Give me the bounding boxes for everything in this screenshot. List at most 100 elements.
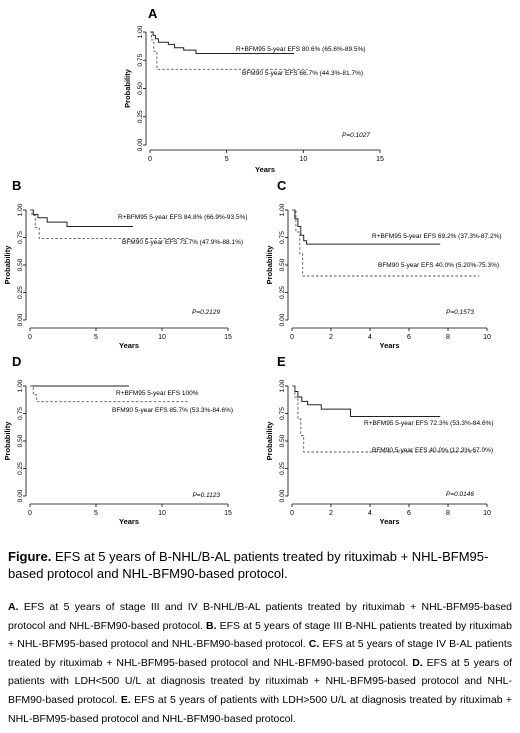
legend-text-d: EFS at 5 years of patients with LDH<500 … xyxy=(8,656,512,706)
panel-b-x-tick-label: 5 xyxy=(94,334,98,341)
figure-title-text: EFS at 5 years of B-NHL/B-AL patients tr… xyxy=(8,549,489,581)
panel-e-x-tick-label: 2 xyxy=(329,510,333,517)
panel-e-x-tick-label: 0 xyxy=(290,510,294,517)
panel-d-curve-bfm90 xyxy=(30,385,189,403)
panel-d-p-value: P=0.1123 xyxy=(192,492,220,499)
figure-title-label: Figure. xyxy=(8,549,52,564)
panel-c-p-value: P=0.1573 xyxy=(446,309,474,316)
panel-a-series-label-r-bfm95: R+BFM95 5-year EFS 80.6% (65.6%-89.5%) xyxy=(236,46,366,53)
legend-label-d: D. xyxy=(412,656,423,669)
panel-c-x-tick-label: 8 xyxy=(446,334,450,341)
panel-e-label: E xyxy=(277,354,286,369)
panel-a-y-tick-label: 0.50 xyxy=(137,82,144,95)
panel-e-y-tick-label: 0.00 xyxy=(279,489,286,502)
panel-a-series-label-bfm90: BFM90 5-year EFS 66.7% (44.3%-81.7%) xyxy=(242,70,363,77)
panel-a-y-tick-label: 0.25 xyxy=(137,110,144,123)
panel-e-y-axis-label: Probability xyxy=(265,421,274,461)
panel-d-y-tick-label: 0.25 xyxy=(17,462,24,475)
legend-text-c: EFS at 5 years of stage IV B-AL patients… xyxy=(8,638,512,669)
panel-c-series-label-bfm90: BFM90 5-year EFS 40.0% (5.20%-75.3%) xyxy=(378,262,499,269)
panel-a-curve-bfm90 xyxy=(150,31,308,70)
panel-d-label: D xyxy=(12,354,21,369)
panel-b-y-tick-label: 0.25 xyxy=(17,286,24,299)
legend-label-c: C. xyxy=(308,638,320,651)
panel-c-curve-bfm90 xyxy=(292,209,480,277)
panel-a-x-tick-label: 5 xyxy=(225,156,229,163)
panel-d-x-axis-label: Years xyxy=(119,517,139,526)
panel-c-curve-r-bfm95 xyxy=(292,209,441,245)
panel-c-x-tick-label: 0 xyxy=(290,334,294,341)
panel-c-x-tick-label: 4 xyxy=(368,334,372,341)
panel-e-y-tick-label: 0.75 xyxy=(279,407,286,420)
panel-b-x-axis-label: Years xyxy=(119,341,139,350)
panel-e-curve-r-bfm95 xyxy=(292,385,441,417)
panel-c-x-tick-label: 10 xyxy=(483,334,491,341)
panel-b-x-tick-label: 10 xyxy=(158,334,166,341)
panel-c-x-axis-label: Years xyxy=(379,341,399,350)
legend-label-a: A. xyxy=(8,601,19,613)
panel-d-x-tick-label: 5 xyxy=(94,510,98,517)
legend-label-b: B. xyxy=(206,619,217,632)
panel-b-y-tick-label: 0.50 xyxy=(17,258,24,271)
panel-d-y-axis-label: Probability xyxy=(3,421,12,461)
panel-e-p-value: P=0.0146 xyxy=(446,491,474,498)
panel-a-x-tick-label: 0 xyxy=(148,156,152,163)
panel-a-x-tick-label: 10 xyxy=(299,156,307,163)
panel-e-y-tick-label: 1.00 xyxy=(279,379,286,392)
panel-e-series-label-bfm90: BFM90 5-year EFS 40.0% (12.3%-67.0%) xyxy=(372,447,493,454)
panel-d-x-tick-label: 0 xyxy=(28,510,32,517)
panel-c-y-tick-label: 0.00 xyxy=(279,313,286,326)
panel-a-p-value: P=0.1027 xyxy=(342,132,370,139)
panel-c-series-label-r-bfm95: R+BFM95 5-year EFS 69.2% (37.3%-87.2%) xyxy=(372,233,502,240)
panel-e-x-tick-label: 4 xyxy=(368,510,372,517)
panel-b-p-value: P=0.2129 xyxy=(192,309,220,316)
panel-d-y-tick-label: 0.00 xyxy=(17,489,24,502)
panel-d-series-label-r-bfm95: R+BFM95 5-year EFS 100% xyxy=(116,390,199,397)
panel-b-curve-r-bfm95 xyxy=(30,209,133,227)
panel-c-label: C xyxy=(277,178,287,193)
figure-panels: A 0.00 0.25 0.50 0.75 1.00 Probability 0 5 10 15 Ye… xyxy=(3,6,502,526)
panel-c-x-tick-label: 2 xyxy=(329,334,333,341)
figure-legend: A. EFS at 5 years of stage III and IV B-… xyxy=(8,598,512,728)
panel-c-x-tick-label: 6 xyxy=(407,334,411,341)
panel-a-y-tick-label: 1.00 xyxy=(137,25,144,38)
panel-c-y-tick-label: 0.25 xyxy=(279,286,286,299)
panel-c-y-tick-label: 0.50 xyxy=(279,258,286,271)
panel-e-y-tick-label: 0.25 xyxy=(279,462,286,475)
panel-b-y-tick-label: 0.00 xyxy=(17,313,24,326)
panel-b-series-label-r-bfm95: R+BFM95 5-year EFS 84.8% (66.9%-93.5%) xyxy=(118,214,248,221)
panel-b-series-label-bfm90: BFM90 5-year EFS 73.7% (47.9%-88.1%) xyxy=(122,239,243,246)
panel-c-y-tick-label: 0.75 xyxy=(279,231,286,244)
panel-c-y-axis-label: Probability xyxy=(265,245,274,285)
panel-e-y-tick-label: 0.50 xyxy=(279,434,286,447)
panel-a-x-tick-label: 15 xyxy=(376,156,384,163)
panel-a-y-tick-label: 0.00 xyxy=(137,138,144,151)
panel-d-y-tick-label: 0.75 xyxy=(17,407,24,420)
panel-a-curve-r-bfm95 xyxy=(150,31,295,54)
panel-e-x-tick-label: 8 xyxy=(446,510,450,517)
panel-e-x-tick-label: 6 xyxy=(407,510,411,517)
panel-d-series-label-bfm90: BFM90 5-year EFS 85.7% (53.3%-84.6%) xyxy=(112,407,233,414)
panel-a-y-axis-label: Probability xyxy=(123,68,132,108)
panel-a-label: A xyxy=(148,6,158,21)
panel-b-y-axis-label: Probability xyxy=(3,245,12,285)
panel-a-y-tick-label: 0.75 xyxy=(137,54,144,67)
panel-d-y-tick-label: 0.50 xyxy=(17,434,24,447)
panel-a-x-axis-label: Years xyxy=(255,165,275,174)
panel-e-x-tick-label: 10 xyxy=(483,510,491,517)
panel-b-y-tick-label: 0.75 xyxy=(17,231,24,244)
figure-title: Figure. EFS at 5 years of B-NHL/B-AL pat… xyxy=(8,548,512,582)
legend-text-e: EFS at 5 years of patients with LDH>500 … xyxy=(8,693,513,725)
panel-c-y-tick-label: 1.00 xyxy=(279,203,286,216)
panel-e-series-label-r-bfm95: R+BFM95 5-year EFS 72.3% (53.3%-84.6%) xyxy=(364,420,494,427)
panel-d-x-tick-label: 15 xyxy=(224,510,232,517)
legend-text-a: EFS at 5 years of stage III and IV B-NHL… xyxy=(8,601,512,632)
panel-b-x-tick-label: 0 xyxy=(28,334,32,341)
panel-e-curve-bfm90 xyxy=(292,385,480,453)
legend-label-e: E. xyxy=(120,693,131,706)
panel-d-x-tick-label: 10 xyxy=(158,510,166,517)
panel-b-x-tick-label: 15 xyxy=(224,334,232,341)
panel-d-y-tick-label: 1.00 xyxy=(17,379,24,392)
panel-b-y-tick-label: 1.00 xyxy=(17,203,24,216)
panel-e-x-axis-label: Years xyxy=(379,517,399,526)
